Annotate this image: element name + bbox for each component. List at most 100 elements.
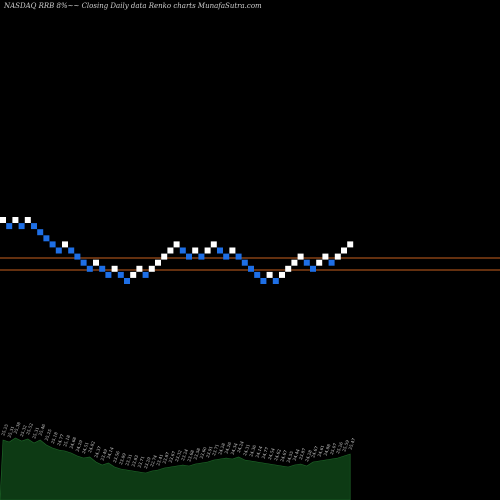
volume-label: 23.49 [99,448,108,461]
volume-label: 24.67 [310,445,319,458]
volume-label: 25.07 [329,442,338,455]
volume-label: 24.31 [242,443,251,456]
volume-label: 24.55 [285,450,294,463]
volume-label: 24.24 [236,440,245,453]
renko-brick-up [291,259,298,266]
renko-brick-down [328,259,335,266]
renko-brick-down [260,278,267,284]
volume-label: 25.47 [347,437,356,450]
volume-label: 24.77 [261,446,270,459]
renko-brick-down [241,259,248,266]
volume-label: 25.18 [62,434,71,447]
renko-brick-up [279,271,285,278]
renko-brick-down [49,241,56,248]
renko-brick-down [37,229,44,236]
volume-label: 25.25 [0,423,9,436]
volume-label: 24.54 [267,447,276,460]
renko-brick-down [6,223,13,230]
renko-brick-down [99,265,106,272]
renko-brick-up [130,271,137,278]
renko-brick-up [93,259,99,266]
renko-brick-up [204,247,211,254]
volume-label: 25.46 [37,423,46,436]
volume-label: 23.68 [186,449,195,462]
volume-label: 24.44 [292,448,301,461]
renko-brick-up [12,217,19,223]
renko-brick-up [229,247,236,254]
volume-area-shape [0,437,351,500]
volume-label: 25.31 [6,425,15,438]
renko-brick-down [248,265,254,272]
volume-label: 24.51 [81,441,90,454]
volume-label: 23.24 [180,448,189,461]
volume-label: 23.67 [168,450,177,463]
volume-label: 24.37 [93,445,102,458]
volume-label: 25.32 [19,424,28,437]
renko-brick-down [272,278,279,284]
renko-brick-down [43,235,50,242]
volume-label: 23.29 [143,456,152,469]
volume-label: 23.87 [161,451,170,464]
renko-brick-up [316,259,323,266]
volume-label: 24.29 [75,439,84,452]
volume-label: 25.25 [44,428,53,441]
volume-area [0,437,351,500]
renko-brick-up [210,241,217,248]
renko-brick-down [80,259,87,266]
volume-label: 25.38 [13,421,22,434]
renko-brick-down [124,278,130,284]
renko-brick-down [310,265,316,272]
volume-label: 23.71 [211,443,220,456]
volume-label: 25.18 [50,431,59,444]
volume-label: 24.77 [56,433,65,446]
renko-brick-down [31,223,37,230]
renko-brick-down [55,247,62,254]
volume-label: 23.89 [118,452,127,465]
renko-brick-up [334,253,341,260]
volume-label: 25.59 [341,439,350,452]
renko-brick-down [68,247,75,254]
volume-label: 23.32 [174,449,183,462]
renko-brick-up [347,241,354,248]
chart-title: NASDAQ RRB 8%~~ Closing Daily data Renko… [4,2,262,10]
renko-brick-up [111,265,118,272]
renko-brick-up [161,253,168,260]
renko-brick-down [235,253,242,260]
volume-label: 24.26 [223,441,232,454]
volume-label: 23.87 [298,447,307,460]
renko-brick-up [297,253,304,260]
renko-brick-up [266,271,273,278]
renko-brick-up [148,265,155,272]
volume-label: 24.62 [273,448,282,461]
renko-brick-down [117,271,124,278]
volume-label: 24.14 [254,445,263,458]
renko-brick-down [303,259,310,266]
volume-label: 24.61 [316,444,325,457]
renko-brick-up [167,247,174,254]
renko-brick-up [173,241,180,248]
renko-brick-up [341,247,347,254]
renko-brick-down [186,253,192,260]
volume-label: 23.58 [192,447,201,460]
renko-brick-down [86,265,93,272]
renko-brick-up [0,217,6,223]
volume-label: 23.60 [199,446,208,459]
renko-brick-down [142,271,149,278]
volume-label: 23.56 [112,450,121,463]
volume-label: 25.52 [25,422,34,435]
volume-label: 23.91 [205,445,214,458]
volume-label: 24.28 [217,442,226,455]
renko-brick-up [322,253,329,260]
renko-bricks [0,217,354,284]
renko-brick-down [18,223,25,230]
renko-brick-down [217,247,223,254]
renko-brick-up [192,247,199,254]
volume-label: 23.83 [130,454,139,467]
renko-brick-up [24,217,31,223]
renko-brick-down [223,253,230,260]
renko-brick-down [254,271,261,278]
renko-brick-down [105,271,112,278]
volume-label: 24.36 [248,444,257,457]
renko-brick-up [136,265,143,272]
